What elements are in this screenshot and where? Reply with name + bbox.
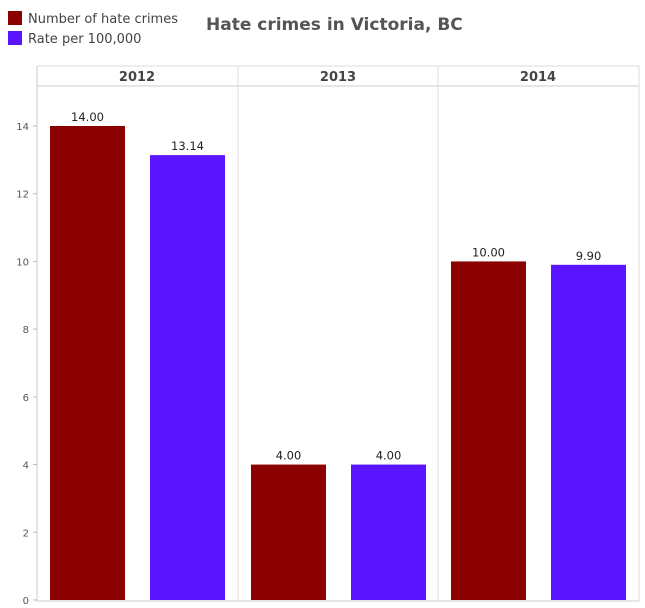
legend-swatch-rate-per-100000 (8, 31, 22, 45)
legend: Number of hate crimes Rate per 100,000 (8, 11, 178, 47)
bar-2012-rate-per-100-000[interactable] (150, 155, 225, 601)
chart-title: Hate crimes in Victoria, BC (206, 15, 463, 35)
value-label-2014-rate-per-100-000: 9.90 (576, 249, 602, 263)
bars (50, 126, 626, 601)
value-label-2013-number-of-hate-crimes: 4.00 (276, 449, 302, 463)
y-tick-label-8: 8 (23, 325, 29, 336)
bar-2013-rate-per-100-000[interactable] (351, 464, 426, 600)
bar-2012-number-of-hate-crimes[interactable] (50, 126, 125, 600)
y-tick-label-4: 4 (23, 461, 29, 472)
legend-label-number-of-hate-crimes: Number of hate crimes (28, 12, 178, 27)
value-label-2014-number-of-hate-crimes: 10.00 (472, 245, 505, 259)
value-label-2013-rate-per-100-000: 4.00 (376, 449, 402, 463)
value-label-2012-number-of-hate-crimes: 14.00 (71, 110, 104, 124)
y-tick-label-2: 2 (23, 528, 29, 539)
y-tick-label-14: 14 (16, 122, 29, 133)
y-tick-label-12: 12 (16, 190, 29, 201)
panel-header-2013: 2013 (320, 70, 356, 85)
bar-2014-number-of-hate-crimes[interactable] (451, 261, 526, 600)
legend-label-rate-per-100000: Rate per 100,000 (28, 32, 141, 47)
y-axis-ticks: 0 2 4 6 8 10 12 14 (16, 122, 37, 607)
bar-2013-number-of-hate-crimes[interactable] (251, 464, 326, 600)
value-labels: 14.00 13.14 4.00 4.00 10.00 9.90 (71, 110, 601, 463)
y-tick-label-0: 0 (23, 596, 29, 607)
panel-header-2014: 2014 (520, 70, 556, 85)
legend-swatch-number-of-hate-crimes (8, 11, 22, 25)
bar-2014-rate-per-100-000[interactable] (551, 264, 626, 600)
y-tick-label-10: 10 (16, 257, 29, 268)
panel-header-2012: 2012 (119, 70, 155, 85)
value-label-2012-rate-per-100-000: 13.14 (171, 139, 204, 153)
y-tick-label-6: 6 (23, 393, 29, 404)
